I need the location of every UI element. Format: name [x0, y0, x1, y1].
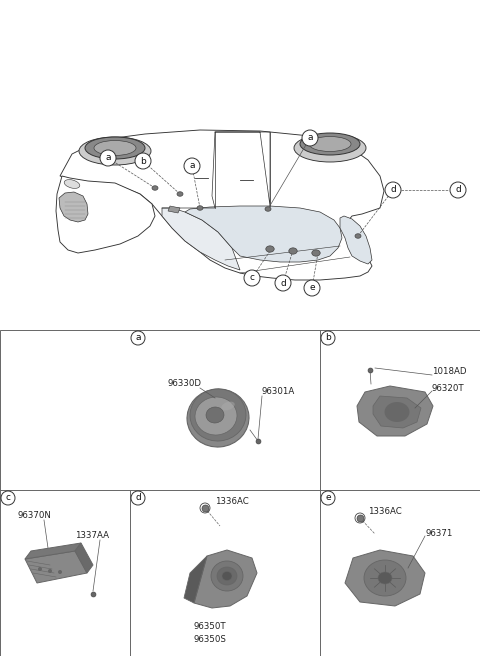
Ellipse shape: [294, 134, 366, 162]
Text: a: a: [307, 134, 313, 142]
Ellipse shape: [177, 192, 183, 196]
Ellipse shape: [222, 571, 232, 581]
Text: 1336AC: 1336AC: [215, 497, 249, 506]
Polygon shape: [373, 396, 421, 428]
Polygon shape: [345, 550, 425, 606]
Ellipse shape: [364, 560, 406, 596]
Ellipse shape: [152, 186, 158, 190]
Text: a: a: [135, 333, 141, 342]
Circle shape: [450, 182, 466, 198]
Ellipse shape: [300, 133, 360, 155]
Ellipse shape: [187, 389, 249, 447]
Text: d: d: [390, 186, 396, 194]
Text: b: b: [140, 157, 146, 165]
Ellipse shape: [312, 250, 320, 256]
Circle shape: [321, 331, 335, 345]
Ellipse shape: [195, 397, 237, 435]
Ellipse shape: [94, 140, 136, 155]
Text: 96330D: 96330D: [168, 379, 202, 388]
Circle shape: [302, 130, 318, 146]
Ellipse shape: [211, 561, 243, 591]
Circle shape: [38, 567, 42, 571]
Text: d: d: [280, 279, 286, 287]
Text: 96320T: 96320T: [432, 384, 465, 393]
Ellipse shape: [206, 407, 224, 423]
Polygon shape: [168, 206, 180, 213]
Text: a: a: [189, 161, 195, 171]
Ellipse shape: [85, 137, 145, 159]
Polygon shape: [56, 176, 155, 253]
Ellipse shape: [221, 401, 235, 411]
Text: 96350S: 96350S: [193, 635, 227, 644]
Polygon shape: [60, 130, 384, 280]
Text: e: e: [309, 283, 315, 293]
Ellipse shape: [64, 180, 80, 188]
Polygon shape: [25, 551, 87, 583]
Circle shape: [135, 153, 151, 169]
Polygon shape: [357, 386, 433, 436]
Text: c: c: [5, 493, 11, 502]
Circle shape: [58, 570, 62, 574]
Text: d: d: [135, 493, 141, 502]
Text: 96370N: 96370N: [18, 511, 52, 520]
Polygon shape: [194, 550, 257, 608]
Polygon shape: [340, 216, 372, 264]
Circle shape: [304, 280, 320, 296]
Ellipse shape: [217, 567, 237, 585]
Ellipse shape: [289, 248, 297, 254]
Text: b: b: [325, 333, 331, 342]
Ellipse shape: [265, 207, 271, 211]
Text: 1018AD: 1018AD: [432, 367, 467, 376]
Ellipse shape: [384, 402, 409, 422]
Text: e: e: [325, 493, 331, 502]
Polygon shape: [184, 556, 207, 603]
Ellipse shape: [190, 389, 246, 441]
Text: 96350T: 96350T: [194, 622, 226, 631]
Text: a: a: [105, 154, 111, 163]
Ellipse shape: [378, 572, 392, 584]
Circle shape: [385, 182, 401, 198]
Circle shape: [1, 491, 15, 505]
Text: 1336AC: 1336AC: [368, 507, 402, 516]
Ellipse shape: [79, 137, 151, 165]
Polygon shape: [162, 208, 240, 270]
Ellipse shape: [197, 206, 203, 211]
Circle shape: [275, 275, 291, 291]
Circle shape: [131, 331, 145, 345]
Circle shape: [48, 569, 52, 573]
Text: 96371: 96371: [425, 529, 452, 538]
Text: 96301A: 96301A: [262, 387, 295, 396]
Polygon shape: [59, 192, 88, 222]
Circle shape: [131, 491, 145, 505]
Ellipse shape: [266, 246, 274, 252]
Text: d: d: [455, 186, 461, 194]
Polygon shape: [75, 543, 93, 573]
Ellipse shape: [309, 136, 351, 152]
Circle shape: [321, 491, 335, 505]
Circle shape: [184, 158, 200, 174]
Polygon shape: [185, 206, 342, 262]
Bar: [0, 330, 480, 656]
Polygon shape: [25, 543, 81, 559]
Circle shape: [100, 150, 116, 166]
Ellipse shape: [355, 234, 361, 238]
Text: 1337AA: 1337AA: [75, 531, 109, 540]
Circle shape: [244, 270, 260, 286]
Text: c: c: [250, 274, 254, 283]
